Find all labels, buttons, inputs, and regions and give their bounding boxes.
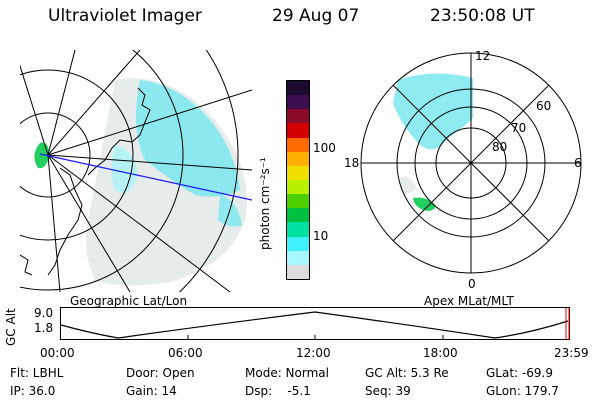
status-door: Door: Open	[126, 366, 195, 380]
mlt-label-left: 18	[344, 156, 359, 170]
lat-circle-3	[20, 50, 184, 291]
colorbar-segment	[287, 151, 309, 166]
coastline-1	[87, 87, 151, 176]
colorbar-segment	[287, 236, 309, 251]
mlt-label-bottom: 0	[468, 277, 476, 291]
status-seq: Seq: 39	[365, 384, 411, 398]
colorbar-segment	[287, 250, 309, 265]
colorbar-segment	[287, 95, 309, 110]
mlt-label-right: 6	[574, 156, 582, 170]
meridian-2	[47, 50, 76, 156]
time-tick-1200: 12:00	[296, 346, 331, 360]
header-time: 23:50:08 UT	[430, 6, 535, 26]
status-glon: GLon: 179.7	[486, 384, 559, 398]
meridian-7	[47, 154, 131, 292]
altitude-tick-1-8: 1.8	[34, 321, 54, 335]
altitude-tick-9: 9.0	[34, 306, 54, 320]
time-tick-2359: 23:59	[554, 346, 589, 360]
lat-circle-1	[20, 112, 91, 198]
status-gc-alt: GC Alt: 5.3 Re	[365, 366, 449, 380]
mlt-label-top: 12	[475, 49, 490, 63]
coastline-2	[47, 167, 83, 276]
status-dsp: Dsp: -5.1	[245, 384, 311, 398]
aurora-cyan-region-small	[111, 145, 138, 193]
status-gain: Gain: 14	[126, 384, 177, 398]
status-glat: GLat: -69.9	[486, 366, 553, 380]
mlat-label-70: 70	[511, 121, 526, 135]
time-tick-0600: 06:00	[168, 346, 203, 360]
coastline-3	[20, 254, 33, 276]
orbit-track	[39, 153, 252, 201]
altitude-plot	[60, 307, 570, 340]
polar-imager-field	[400, 176, 416, 194]
status-ip: IP: 36.0	[10, 384, 56, 398]
polar-mlat-mlt-plot: 12 18 6 0 60 70 80	[344, 49, 582, 291]
lat-circle-4	[178, 50, 239, 292]
colorbar-segment	[287, 222, 309, 237]
meridian-4	[47, 154, 252, 171]
polar-aurora-cyan	[393, 73, 473, 150]
colorbar-segment	[287, 165, 309, 180]
status-mode: Mode: Normal	[245, 366, 329, 380]
colorbar-segment	[287, 179, 309, 195]
colorbar-segment	[287, 123, 309, 138]
colorbar-tick-100: 100	[313, 141, 336, 155]
polar-spoke-diag-2	[392, 84, 550, 242]
meridian-5	[47, 89, 252, 156]
status-filter: Flt: LBHL	[10, 366, 64, 380]
geographic-map	[20, 50, 252, 292]
color-scale-bar	[286, 80, 310, 280]
meridian-1	[47, 50, 141, 156]
polar-panel-label: Apex MLat/MLT	[424, 294, 514, 308]
colorbar-segment	[287, 194, 309, 209]
app-title: Ultraviolet Imager	[48, 6, 202, 26]
time-tick-1800: 18:00	[423, 346, 458, 360]
mlat-label-80: 80	[492, 140, 507, 154]
time-tick-0000: 00:00	[40, 346, 75, 360]
meridian-8	[47, 154, 61, 292]
header-date: 29 Aug 07	[272, 6, 360, 26]
meridian-3	[20, 64, 49, 156]
altitude-curve	[60, 311, 569, 339]
colorbar-segment	[287, 208, 309, 223]
altitude-axis-title: GC Alt	[4, 308, 18, 346]
colorbar-unit-label: photon cm⁻²s⁻¹	[258, 157, 272, 250]
lat-circle-2	[20, 69, 134, 241]
geo-panel-label: Geographic Lat/Lon	[70, 294, 188, 308]
colorbar-segment	[287, 109, 309, 124]
colorbar-segment	[287, 81, 309, 96]
meridian-6	[47, 154, 231, 292]
colorbar-segment	[287, 137, 309, 152]
colorbar-segment	[287, 264, 309, 279]
mlat-label-60: 60	[536, 99, 551, 113]
colorbar-tick-10: 10	[313, 229, 329, 243]
